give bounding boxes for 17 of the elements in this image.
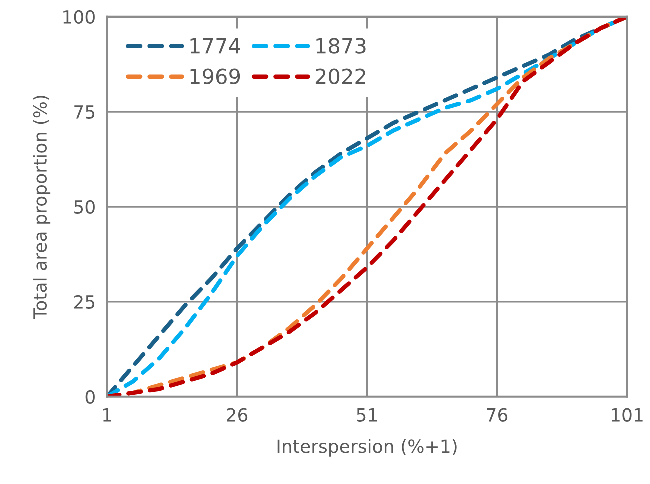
legend-label: 2022 <box>316 68 366 84</box>
y-tick-label: 100 <box>64 10 95 24</box>
x-tick-label: 26 <box>227 408 248 422</box>
line-series <box>107 16 628 397</box>
x-tick-label: 101 <box>612 408 643 422</box>
x-axis-title: Interspersion (%+1) <box>278 439 457 457</box>
x-tick-label: 1 <box>103 408 112 422</box>
y-tick-label: 25 <box>74 295 95 310</box>
x-tick-label: 51 <box>357 408 378 422</box>
legend-label: 1873 <box>316 38 366 54</box>
legend-label: 1774 <box>190 38 240 54</box>
legend-label: 1969 <box>190 68 240 84</box>
y-tick-label: 75 <box>74 106 95 120</box>
y-axis-title: Total area proportion (%) <box>33 96 51 320</box>
y-tick-label: 0 <box>86 390 95 404</box>
y-tick-label: 50 <box>74 200 95 214</box>
x-tick-label: 76 <box>487 408 508 422</box>
